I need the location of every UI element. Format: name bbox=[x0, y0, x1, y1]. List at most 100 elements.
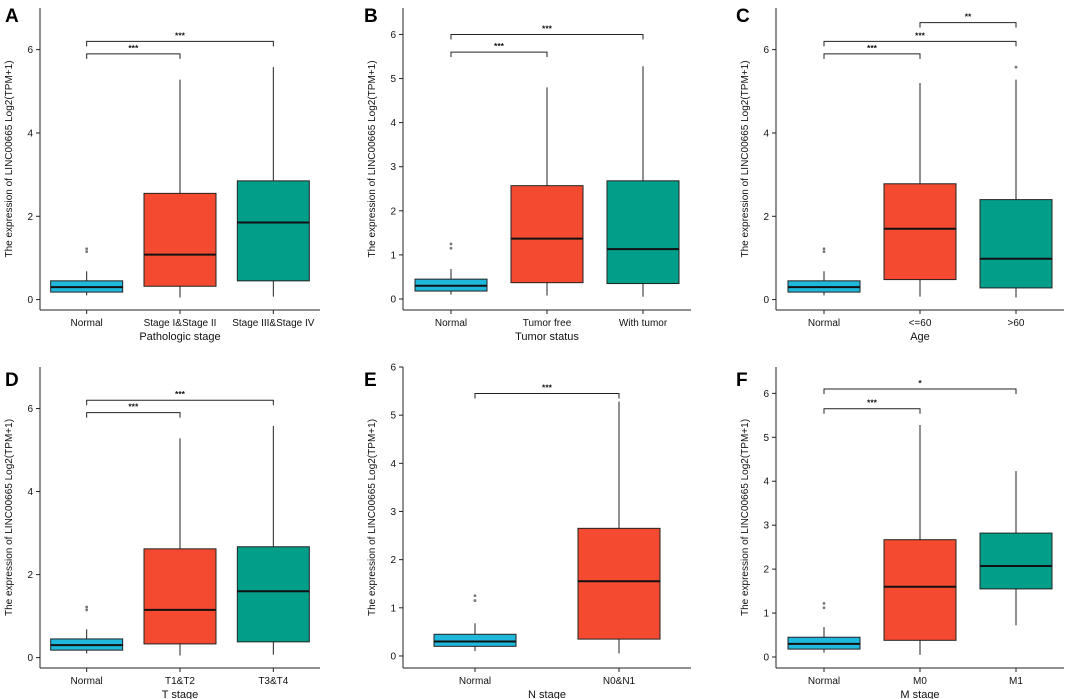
significance-label: *** bbox=[542, 382, 553, 392]
outlier-point bbox=[473, 594, 477, 598]
box-stage-iii-stage-iv bbox=[236, 67, 310, 297]
box-normal bbox=[787, 247, 861, 296]
outlier-point bbox=[85, 605, 89, 609]
y-axis-label: The expression of LINC00665 Log2(TPM+1) bbox=[367, 419, 378, 616]
significance-label: *** bbox=[867, 43, 878, 53]
box-iqr bbox=[577, 527, 661, 640]
y-tick-label: 6 bbox=[390, 30, 396, 41]
outlier-point bbox=[822, 250, 826, 254]
significance-bracket: ** bbox=[919, 12, 1017, 28]
y-tick-label: 4 bbox=[763, 128, 769, 139]
y-axis-label: The expression of LINC00665 Log2(TPM+1) bbox=[740, 419, 751, 616]
bracket-line bbox=[823, 53, 921, 59]
bracket-line bbox=[86, 399, 274, 406]
significance-label: *** bbox=[175, 389, 186, 399]
y-tick-label: 4 bbox=[27, 487, 33, 498]
x-axis-label: M stage bbox=[900, 689, 939, 699]
box-normal bbox=[433, 594, 517, 652]
y-axis-label: The expression of LINC00665 Log2(TPM+1) bbox=[367, 60, 378, 257]
box-stage-i-stage-ii bbox=[143, 79, 217, 298]
x-tick-label: T3&T4 bbox=[258, 676, 288, 687]
outlier-point bbox=[822, 247, 826, 251]
y-tick-label: 2 bbox=[390, 206, 396, 217]
box-iqr bbox=[979, 532, 1053, 590]
y-tick-label: 1 bbox=[390, 250, 396, 261]
bracket-line bbox=[86, 40, 274, 47]
y-tick-label: 0 bbox=[27, 295, 33, 306]
x-tick-label: Stage I&Stage II bbox=[144, 318, 217, 329]
x-tick-label: Stage III&Stage IV bbox=[232, 318, 315, 329]
y-tick-label: 3 bbox=[390, 162, 396, 173]
significance-bracket: * bbox=[823, 378, 1017, 394]
box-normal bbox=[50, 605, 124, 654]
panel-label: E bbox=[364, 370, 377, 391]
x-axis-label: Tumor status bbox=[515, 331, 579, 343]
y-tick-label: 6 bbox=[27, 45, 33, 56]
y-tick-label: 0 bbox=[390, 651, 396, 662]
bracket-line bbox=[919, 22, 1017, 28]
box-m0 bbox=[883, 425, 957, 655]
significance-bracket: *** bbox=[823, 398, 921, 414]
box-iqr bbox=[979, 199, 1053, 289]
box-with-tumor bbox=[606, 66, 680, 297]
y-tick-label: 0 bbox=[390, 294, 396, 305]
outlier-point bbox=[85, 247, 89, 251]
significance-bracket: *** bbox=[474, 382, 620, 399]
box-tumor-free bbox=[510, 87, 584, 296]
significance-label: *** bbox=[128, 402, 139, 412]
y-tick-label: 2 bbox=[763, 212, 769, 223]
bracket-line bbox=[86, 412, 181, 418]
box-iqr bbox=[883, 539, 957, 641]
outlier-point bbox=[449, 242, 453, 246]
y-tick-label: 5 bbox=[763, 433, 769, 444]
significance-bracket: *** bbox=[823, 43, 921, 59]
bracket-line bbox=[450, 33, 644, 40]
significance-label: ** bbox=[965, 12, 972, 22]
outlier-point bbox=[85, 608, 89, 612]
x-axis-label: N stage bbox=[528, 689, 566, 699]
box--60 bbox=[883, 82, 957, 297]
outlier-point bbox=[822, 606, 826, 610]
x-tick-label: M1 bbox=[1009, 676, 1023, 687]
y-tick-label: 5 bbox=[390, 74, 396, 85]
box-normal bbox=[787, 602, 861, 653]
panel-label: C bbox=[736, 6, 750, 27]
y-tick-label: 4 bbox=[390, 118, 396, 129]
y-tick-label: 4 bbox=[390, 459, 396, 470]
significance-bracket: *** bbox=[86, 30, 274, 47]
x-axis-label: Age bbox=[910, 331, 930, 343]
y-tick-label: 2 bbox=[27, 212, 33, 223]
outlier-point bbox=[1014, 65, 1018, 69]
significance-bracket: *** bbox=[86, 402, 181, 418]
y-tick-label: 1 bbox=[763, 609, 769, 620]
x-tick-label: Normal bbox=[808, 676, 840, 687]
bracket-line bbox=[474, 392, 620, 399]
significance-label: *** bbox=[542, 23, 553, 33]
box-normal bbox=[414, 242, 488, 295]
y-tick-label: 0 bbox=[27, 653, 33, 664]
box-iqr bbox=[143, 192, 217, 287]
significance-label: *** bbox=[867, 398, 878, 408]
bracket-line bbox=[823, 388, 1017, 394]
y-tick-label: 2 bbox=[390, 555, 396, 566]
bracket-line bbox=[823, 408, 921, 414]
outlier-point bbox=[822, 602, 826, 605]
x-tick-label: T1&T2 bbox=[165, 676, 195, 687]
y-axis-label: The expression of LINC00665 Log2(TPM+1) bbox=[4, 60, 15, 257]
panel-C: C 0 2 4 6 The expression of LINC00665 Log2(TP… bbox=[736, 6, 1064, 343]
significance-label: *** bbox=[915, 30, 926, 40]
bracket-line bbox=[450, 51, 548, 58]
x-tick-label: With tumor bbox=[619, 318, 668, 329]
box-iqr bbox=[433, 633, 517, 647]
x-tick-label: Normal bbox=[459, 676, 491, 687]
box-iqr bbox=[883, 183, 957, 281]
x-tick-label: Normal bbox=[71, 676, 103, 687]
x-tick-label: >60 bbox=[1008, 318, 1025, 329]
significance-label: * bbox=[918, 378, 922, 388]
box-normal bbox=[50, 247, 124, 296]
y-tick-label: 6 bbox=[763, 389, 769, 400]
panel-F: F 0 1 2 3 4 5 6 The expression of LINC00665 Log2… bbox=[736, 367, 1064, 699]
y-tick-label: 6 bbox=[390, 363, 396, 374]
outlier-point bbox=[473, 599, 477, 602]
